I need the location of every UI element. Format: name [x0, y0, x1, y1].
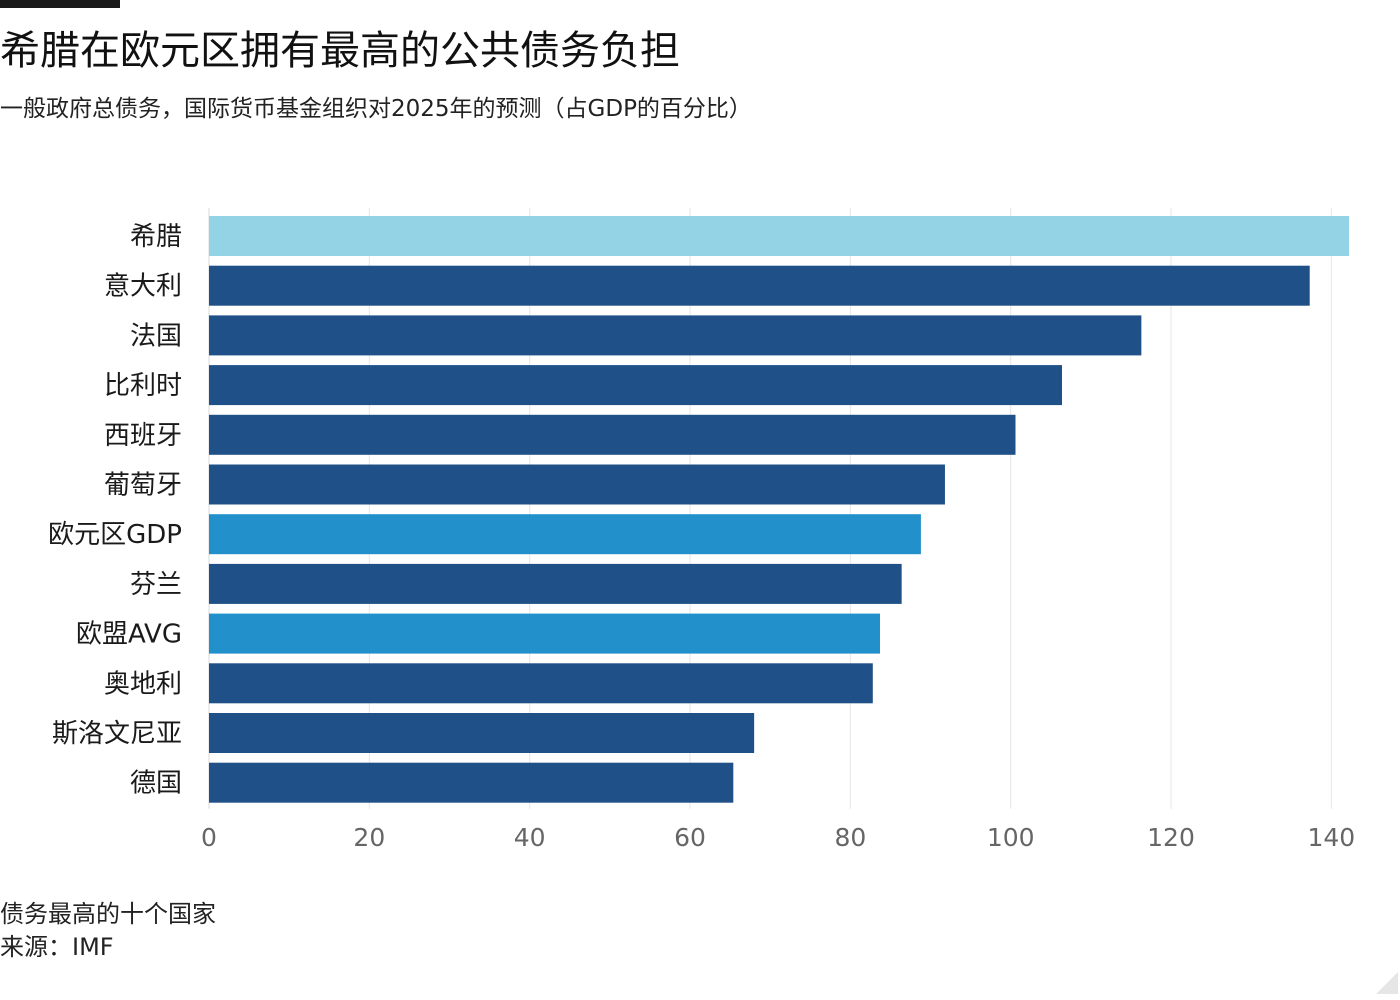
x-tick-label: 120 [1147, 823, 1195, 852]
x-tick-label: 0 [201, 823, 217, 852]
x-tick-label: 100 [987, 823, 1035, 852]
x-tick-label: 40 [514, 823, 546, 852]
bar [209, 762, 734, 803]
category-label: 奥地利 [104, 669, 182, 699]
bar [209, 713, 755, 753]
chart-subtitle: 一般政府总债务，国际货币基金组织对2025年的预测（占GDP的百分比） [0, 96, 752, 122]
footnote-source: 来源：IMF [0, 933, 114, 961]
footnote-note: 债务最高的十个国家 [0, 900, 216, 928]
top-rule [0, 0, 120, 8]
bar-chart: 希腊意大利法国比利时西班牙葡萄牙欧元区GDP芬兰欧盟AVG奥地利斯洛文尼亚德国 … [48, 208, 1355, 852]
category-label: 比利时 [104, 371, 182, 401]
category-label: 葡萄牙 [104, 471, 182, 501]
category-label: 芬兰 [130, 570, 182, 600]
category-label: 欧盟AVG [76, 620, 182, 650]
bar [209, 613, 881, 654]
bar-layer [209, 216, 1349, 803]
category-label: 德国 [130, 769, 182, 799]
bar [209, 315, 1142, 356]
category-label: 斯洛文尼亚 [52, 719, 182, 749]
x-tick-label: 140 [1308, 823, 1356, 852]
bar [209, 514, 921, 555]
category-label: 意大利 [104, 272, 182, 302]
grid-layer [208, 208, 1332, 809]
x-tick-label: 80 [834, 823, 866, 852]
category-label: 西班牙 [104, 421, 182, 451]
bar [209, 265, 1310, 306]
bar [209, 663, 873, 704]
x-tick-label: 20 [353, 823, 385, 852]
bar [209, 414, 1016, 455]
tick-label-layer: 0 20 40 60 80 100 120 140 [201, 823, 1355, 852]
bar [209, 216, 1349, 256]
corner-fold-mark [1376, 972, 1398, 994]
category-label: 法国 [130, 321, 182, 351]
bar [209, 365, 1062, 406]
category-label: 希腊 [130, 222, 182, 252]
chart-title: 希腊在欧元区拥有最高的公共债务负担 [0, 28, 680, 74]
bar [209, 563, 902, 604]
category-label: 欧元区GDP [48, 520, 182, 550]
bar [209, 464, 945, 505]
x-tick-label: 60 [674, 823, 706, 852]
